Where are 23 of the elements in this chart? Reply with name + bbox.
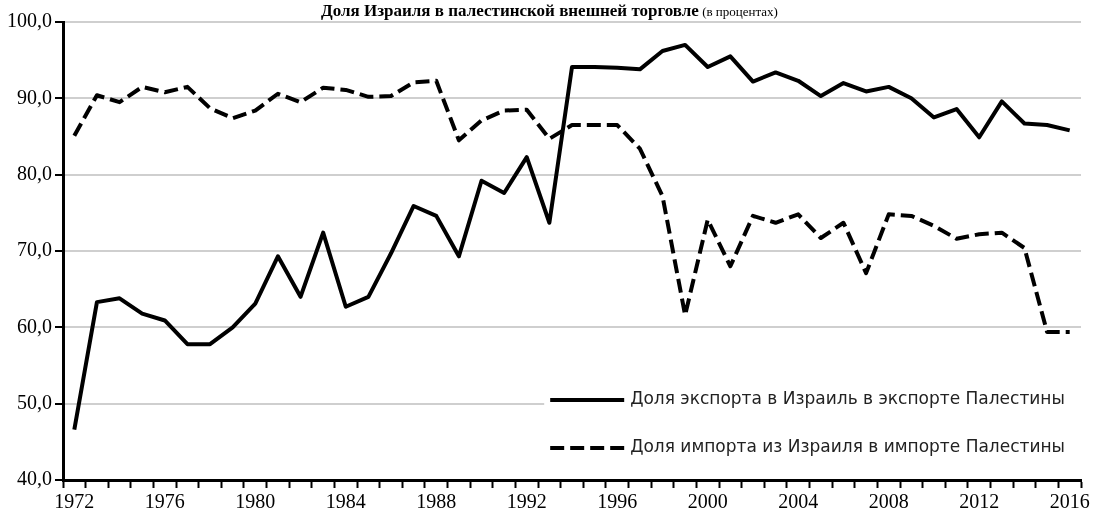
y-tick-label: 70,0 — [17, 238, 52, 261]
chart-title: Доля Израиля в палестинской внешней торговле — [321, 1, 700, 20]
legend-label: Доля импорта из Израиля в импорте Палестины — [630, 436, 1065, 457]
x-tick-label: 2004 — [778, 490, 819, 513]
x-tick-label: 2000 — [687, 490, 728, 513]
x-tick-label: 1984 — [325, 490, 366, 513]
chart-subtitle: (в процентах) — [698, 4, 778, 19]
y-tick-label: 40,0 — [17, 467, 52, 490]
y-tick-label: 90,0 — [17, 85, 52, 108]
legend-label: Доля экспорта в Израиль в экспорте Палестины — [630, 388, 1065, 409]
x-tick-label: 2012 — [959, 490, 1000, 513]
y-tick-label: 80,0 — [17, 161, 52, 184]
y-tick-label: 100,0 — [7, 9, 52, 32]
x-tick-label: 1988 — [416, 490, 457, 513]
x-tick-label: 2008 — [868, 490, 909, 513]
y-tick-label: 50,0 — [17, 390, 52, 413]
x-tick-label: 2016 — [1049, 490, 1090, 513]
x-tick-label: 1976 — [144, 490, 185, 513]
y-tick-label: 60,0 — [17, 314, 52, 337]
x-tick-label: 1980 — [235, 490, 276, 513]
x-tick-label: 1972 — [54, 490, 95, 513]
x-tick-label: 1996 — [597, 490, 638, 513]
x-tick-label: 1992 — [506, 490, 547, 513]
